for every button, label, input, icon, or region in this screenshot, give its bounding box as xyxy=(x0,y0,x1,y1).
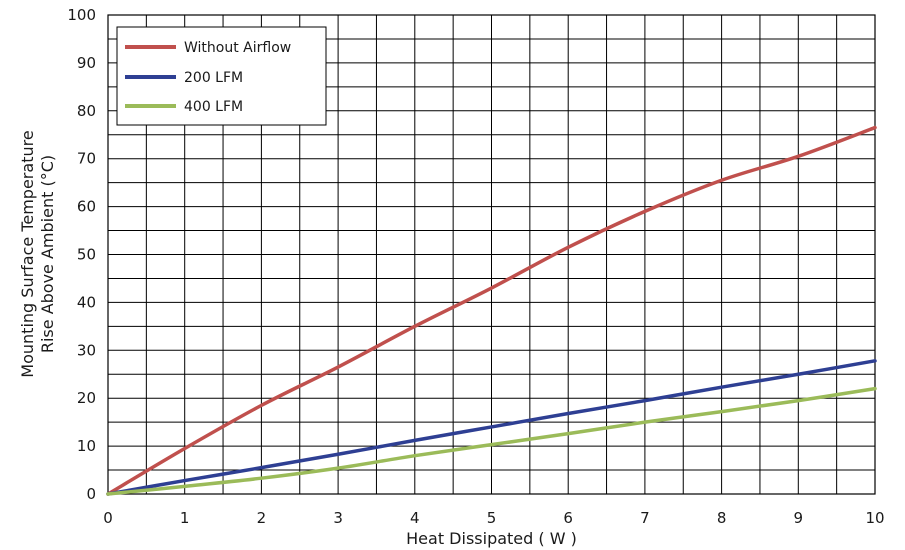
y-tick-label: 50 xyxy=(77,246,96,264)
y-axis-label-line-1: Mounting Surface Temperature xyxy=(18,130,37,377)
series-line-200-lfm xyxy=(106,359,877,496)
y-tick-label: 30 xyxy=(77,341,96,359)
x-tick-label: 10 xyxy=(865,509,884,527)
x-axis-label: Heat Dissipated ( W ) xyxy=(406,529,577,548)
x-tick-label: 4 xyxy=(410,509,420,527)
x-tick-label: 9 xyxy=(794,509,804,527)
legend-label-400-lfm: 400 LFM xyxy=(184,99,243,115)
x-tick-label: 8 xyxy=(717,509,727,527)
x-tick-label: 5 xyxy=(487,509,497,527)
x-tick-label: 6 xyxy=(563,509,573,527)
y-tick-label: 60 xyxy=(77,198,96,216)
series-line-without-airflow xyxy=(106,125,877,496)
legend: Without Airflow 200 LFM 400 LFM xyxy=(116,26,327,126)
x-tick-label: 1 xyxy=(180,509,190,527)
y-tick-label: 70 xyxy=(77,150,96,168)
x-tick-label: 3 xyxy=(333,509,343,527)
y-tick-label: 0 xyxy=(86,485,96,503)
y-axis-label-line-2: Rise Above Ambient (°C) xyxy=(38,155,57,353)
x-axis-tick-labels: 0 1 2 3 4 5 6 7 8 9 10 xyxy=(103,509,884,527)
y-tick-label: 40 xyxy=(77,293,96,311)
x-tick-label: 0 xyxy=(103,509,113,527)
y-tick-label: 20 xyxy=(77,389,96,407)
y-tick-label: 10 xyxy=(77,437,96,455)
x-tick-label: 7 xyxy=(640,509,650,527)
series-line-400-lfm xyxy=(106,386,877,496)
y-tick-label: 90 xyxy=(77,54,96,72)
legend-label-without-airflow: Without Airflow xyxy=(184,40,291,56)
legend-label-200-lfm: 200 LFM xyxy=(184,70,243,86)
y-axis-tick-labels: 0 10 20 30 40 50 60 70 80 90 100 xyxy=(67,6,96,503)
plot-area-frame xyxy=(107,14,876,495)
y-tick-label: 100 xyxy=(67,6,96,24)
series-lines xyxy=(106,125,877,496)
x-tick-label: 2 xyxy=(257,509,267,527)
y-tick-label: 80 xyxy=(77,102,96,120)
y-axis-label: Mounting Surface Temperature Rise Above … xyxy=(18,130,57,377)
